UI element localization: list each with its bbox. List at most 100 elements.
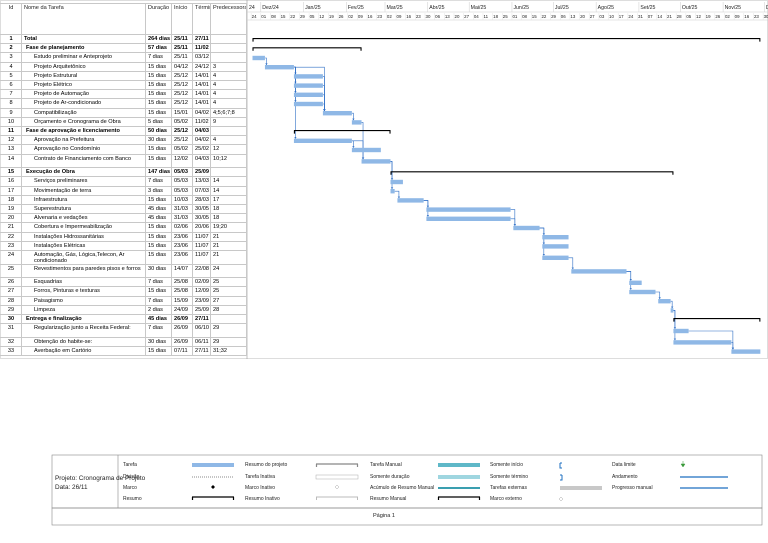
month-label: De xyxy=(766,5,768,11)
legend-label: Data limite xyxy=(612,462,636,468)
legend-symbol xyxy=(315,474,359,480)
cell-finish: 11/02 xyxy=(193,117,211,127)
summary-bar xyxy=(252,47,362,51)
cell-start: 26/09 xyxy=(172,324,193,338)
cell-duration: 45 dias xyxy=(146,205,172,215)
cell-id: 27 xyxy=(0,287,22,297)
week-label: 08 xyxy=(271,14,276,19)
cell-duration: 15 dias xyxy=(146,62,172,72)
cell-duration: 15 dias xyxy=(146,287,172,297)
week-label: 26 xyxy=(715,14,720,19)
cell-id: 24 xyxy=(0,251,22,265)
link-arrow xyxy=(513,224,517,226)
cell-predecessors: 17 xyxy=(211,195,247,205)
legend-label: Acúmulo de Resumo Manual xyxy=(370,485,435,491)
cell-start: 25/12 xyxy=(172,99,193,109)
cell-start: 25/12 xyxy=(172,90,193,100)
cell-predecessors: 29 xyxy=(211,337,247,347)
cell-predecessors: 10;12 xyxy=(211,154,247,169)
task-bar xyxy=(513,225,540,231)
cell-duration: 15 dias xyxy=(146,232,172,242)
legend-symbol xyxy=(559,462,562,469)
legend-label: Divisão xyxy=(123,474,140,480)
link xyxy=(655,291,661,299)
cell-finish: 12/09 xyxy=(193,287,211,297)
week-label: 06 xyxy=(435,14,440,19)
month-label: Mai/25 xyxy=(471,5,487,11)
cell-predecessors: 4 xyxy=(211,71,247,81)
cell-name: Fase de aprovação e licenciamento xyxy=(22,127,146,137)
cell-predecessors: 4 xyxy=(211,81,247,91)
week-label: 06 xyxy=(561,14,566,19)
legend-symbol xyxy=(315,463,359,467)
legend-label: Marco externo xyxy=(490,496,522,502)
legend-symbol xyxy=(438,475,480,479)
link-arrow xyxy=(390,187,394,189)
cell-start: 23/06 xyxy=(172,251,193,265)
cell-name: Aprovação na Prefeitura xyxy=(22,136,146,146)
cell-start: 05/02 xyxy=(172,117,193,127)
link-arrow xyxy=(426,215,430,217)
cell-duration: 7 dias xyxy=(146,296,172,306)
cell-duration: 3 dias xyxy=(146,186,172,196)
cell-id: 11 xyxy=(0,127,22,137)
cell-id: 8 xyxy=(0,99,22,109)
cell-id: 22 xyxy=(0,232,22,242)
cell-start: 12/02 xyxy=(172,154,193,169)
link xyxy=(510,209,516,226)
week-label: 12 xyxy=(319,14,324,19)
cell-id: 31 xyxy=(0,324,22,338)
column-header: Nome da Tarefa xyxy=(22,3,146,35)
cell-finish: 07/03 xyxy=(193,186,211,196)
week-label: 27 xyxy=(590,14,595,19)
week-label: 08 xyxy=(522,14,527,19)
week-label: 02 xyxy=(387,14,392,19)
cell-name: Movimentação de terra xyxy=(22,186,146,196)
cell-id: 15 xyxy=(0,168,22,178)
week-label: 05 xyxy=(686,14,691,19)
week-label: 20 xyxy=(580,14,585,19)
cell-name: Projeto de Ar-condicionado xyxy=(22,99,146,109)
month-label: Jun/25 xyxy=(513,5,529,11)
cell-name: Revestimentos para paredes pisos e forro… xyxy=(22,264,146,279)
legend-label: Somente término xyxy=(490,474,529,480)
footer-box xyxy=(51,507,763,526)
cell-id: 1 xyxy=(0,35,22,45)
cell-name: Serviços preliminares xyxy=(22,177,146,187)
legend-symbol xyxy=(334,484,340,490)
cell-predecessors xyxy=(211,35,247,45)
task-bar xyxy=(390,189,395,194)
cell-duration: 15 dias xyxy=(146,71,172,81)
task-bar xyxy=(351,147,381,153)
cell-start: 25/11 xyxy=(172,44,193,54)
cell-id: 28 xyxy=(0,296,22,306)
task-bar xyxy=(252,55,265,61)
month-label: 24 xyxy=(249,5,255,11)
cell-finish: 27/11 xyxy=(193,315,211,325)
month-label: Jul/25 xyxy=(555,5,569,11)
legend-label: Tarefa Inativa xyxy=(245,474,276,480)
cell-predecessors: 4;5;6;7;8 xyxy=(211,108,247,118)
cell-id: 29 xyxy=(0,305,22,315)
cell-name: Averbação em Cartório xyxy=(22,347,146,357)
summary-bar xyxy=(390,171,674,175)
cell-duration: 7 dias xyxy=(146,278,172,288)
task-bar xyxy=(542,255,569,260)
cell-start: 07/11 xyxy=(172,347,193,357)
cell-finish: 28/03 xyxy=(193,195,211,205)
legend-symbol xyxy=(316,496,358,500)
legend-label: Progresso manual xyxy=(612,485,653,491)
task-bar xyxy=(293,74,323,79)
cell-duration: 15 dias xyxy=(146,154,172,169)
cell-duration: 15 dias xyxy=(146,195,172,205)
cell-predecessors: 28 xyxy=(211,305,247,315)
task-bar xyxy=(351,120,362,125)
month-label: Ago/25 xyxy=(598,5,615,11)
cell-predecessors: 4 xyxy=(211,90,247,100)
cell-finish: 30/05 xyxy=(193,214,211,224)
cell-duration: 57 dias xyxy=(146,44,172,54)
cell-id: 19 xyxy=(0,205,22,215)
cell-finish: 04/03 xyxy=(193,154,211,169)
cell-name: Projeto de Automação xyxy=(22,90,146,100)
task-bar xyxy=(264,65,294,70)
